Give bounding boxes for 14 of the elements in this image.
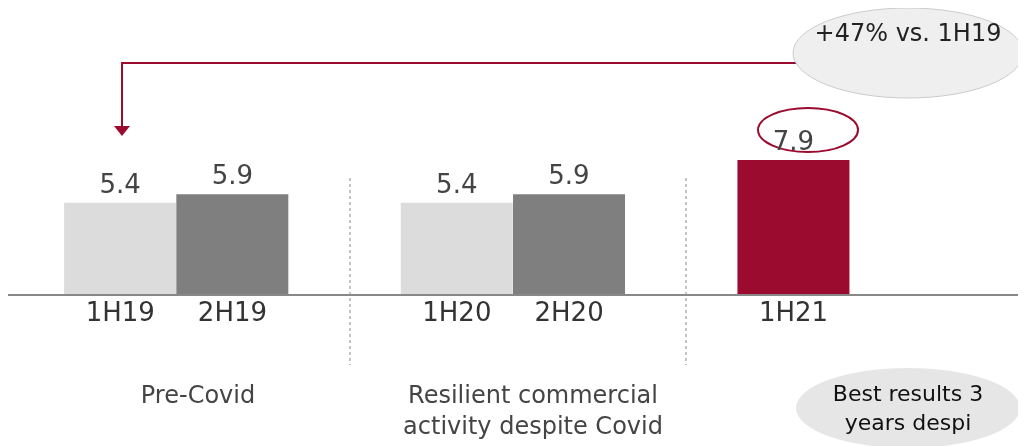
x-tick-label: 1H20 xyxy=(422,297,492,328)
text: Best results 3 years despi xyxy=(831,380,985,437)
data-label: 7.9 xyxy=(772,126,815,156)
x-tick-label: 2H20 xyxy=(534,297,604,328)
data-label: 5.9 xyxy=(211,160,254,191)
data-label: 5.9 xyxy=(548,160,590,191)
text: +47% vs. 1H19 xyxy=(813,18,1003,49)
data-label: 5.4 xyxy=(99,168,141,199)
text: Resilient commercial activity despite Covid xyxy=(402,380,664,443)
text: Pre-Covid xyxy=(139,380,257,411)
data-label: 5.4 xyxy=(436,168,478,199)
x-tick-label: 1H21 xyxy=(758,297,829,328)
x-tick-label: 1H19 xyxy=(85,297,155,328)
x-tick-label: 2H19 xyxy=(197,297,268,328)
